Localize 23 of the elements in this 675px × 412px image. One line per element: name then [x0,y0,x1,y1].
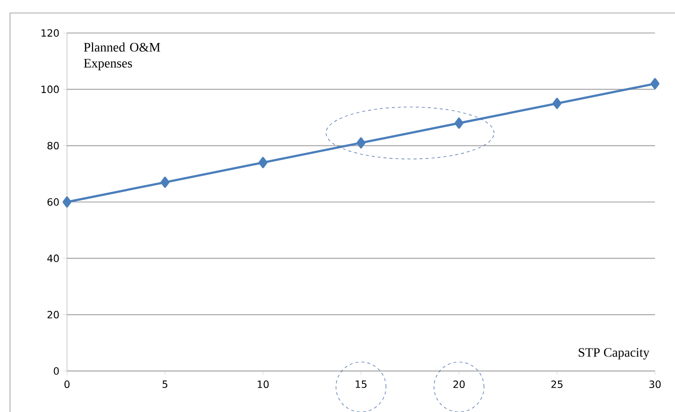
point [258,156,268,168]
y-tick-label: 0 [54,367,59,375]
x-axis-title: STP Capacity [578,348,650,360]
y-tick-label: 100 [42,86,59,94]
x-tick-label: 10 [258,380,269,388]
x-tick-label: 15 [356,380,366,388]
point [160,176,170,188]
point [552,98,562,109]
x-tick-label: 25 [551,380,562,388]
point [356,137,366,148]
y-tick-label: 80 [47,142,59,150]
x-tick-label: 30 [649,380,661,388]
point [62,196,72,208]
y-tick-label: 120 [42,29,59,37]
y-tick-label: 40 [47,254,59,262]
x-tick-label: 0 [64,380,70,388]
point [454,118,464,129]
y-axis-title: Planned O&M Expenses [84,42,160,70]
y-tick-label: 60 [48,198,59,206]
point [650,78,660,90]
x-tick-label: 5 [162,380,168,388]
x-tick-label: 20 [453,380,465,388]
y-tick-label: 20 [48,310,59,318]
